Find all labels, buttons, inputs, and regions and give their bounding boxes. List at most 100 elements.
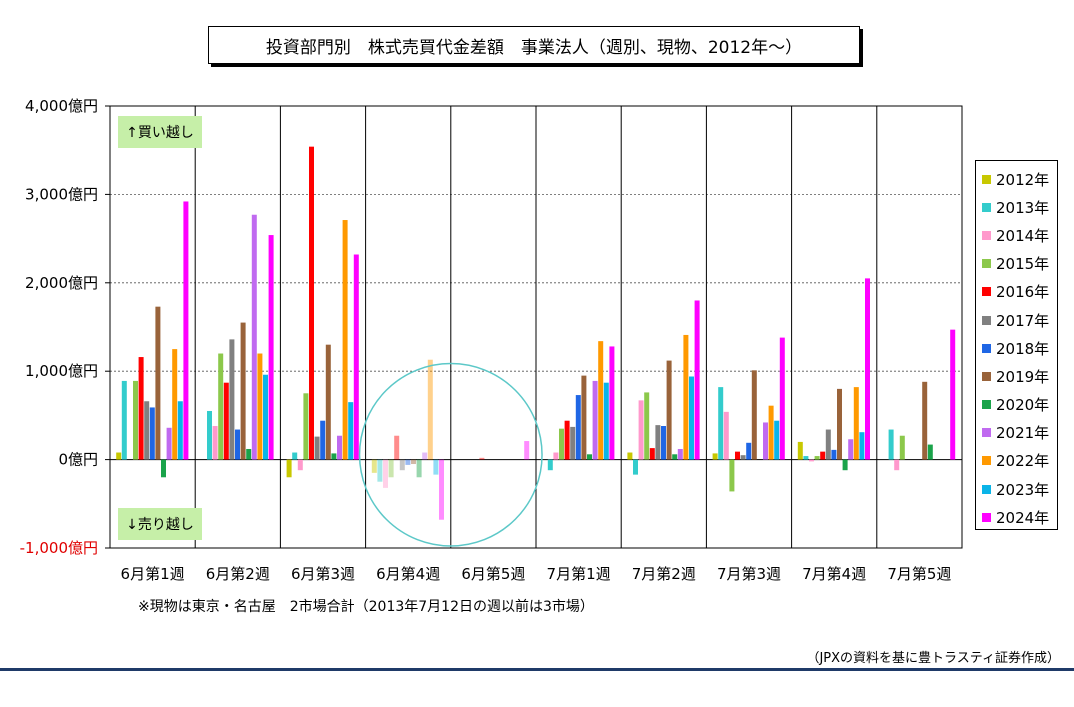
bar [768, 405, 774, 460]
bar [116, 452, 122, 460]
x-tick-label: 6月第4週 [376, 565, 440, 583]
legend-item: 2018年 [982, 334, 1057, 362]
gridlines [110, 105, 962, 548]
bar [603, 382, 609, 460]
y-tick-label: 2,000億円 [25, 274, 98, 292]
bar [842, 459, 848, 471]
legend-swatch [982, 230, 991, 240]
bar [712, 453, 718, 460]
legend-item: 2016年 [982, 278, 1057, 306]
bar [683, 334, 689, 460]
legend-item: 2021年 [982, 419, 1057, 447]
buy-annotation: ↑買い越し [118, 116, 202, 148]
bar [649, 448, 655, 460]
legend-swatch [982, 428, 991, 438]
bar [774, 420, 780, 460]
y-tick-label: 0億円 [58, 451, 98, 469]
legend-swatch [982, 315, 991, 325]
bar [888, 429, 894, 460]
x-tick-label: 7月第2週 [632, 565, 696, 583]
legend-swatch [982, 371, 991, 381]
bar [439, 459, 444, 520]
bar [161, 459, 166, 478]
y-tick-label: 1,000億円 [25, 362, 98, 380]
legend-swatch [982, 343, 991, 353]
bar [479, 457, 485, 460]
legend-item: 2017年 [982, 306, 1057, 334]
bar [570, 426, 576, 460]
legend-label: 2021年 [996, 424, 1050, 443]
bar [207, 410, 212, 460]
bar [149, 407, 155, 460]
bar [609, 346, 615, 460]
bar [297, 459, 303, 471]
bar [740, 455, 746, 460]
bar [320, 420, 326, 460]
legend-label: 2015年 [996, 255, 1050, 274]
bar [553, 452, 559, 460]
bar [177, 401, 183, 460]
bar [820, 451, 826, 460]
bar [183, 201, 189, 460]
sell-annotation-box [118, 508, 202, 540]
bottom-divider [0, 668, 1074, 671]
y-tick-label: -1,000億円 [20, 539, 98, 557]
x-tick-label: 6月第3週 [291, 565, 355, 583]
bar [172, 349, 178, 460]
bar [559, 428, 564, 460]
bar [809, 459, 814, 462]
buy-annotation-text: ↑買い越し [126, 125, 194, 141]
sell-annotation-text: ↓売り越し [126, 517, 194, 533]
x-tick-label: 7月第4週 [802, 565, 866, 583]
bar [342, 220, 348, 460]
y-tick-label: 4,000億円 [25, 97, 98, 115]
bar [377, 459, 383, 482]
bar [922, 381, 928, 460]
bar [411, 459, 416, 465]
legend-label: 2024年 [996, 508, 1050, 527]
bar [655, 425, 661, 460]
bar [853, 387, 859, 460]
x-tick-label: 6月第5週 [461, 565, 525, 583]
bar [592, 380, 598, 460]
bar [735, 451, 740, 460]
bar [314, 436, 320, 460]
plot-border [109, 105, 963, 549]
bar [746, 442, 752, 460]
bar [950, 329, 956, 460]
legend-label: 2017年 [996, 311, 1050, 330]
bar [718, 387, 724, 460]
legend-label: 2012年 [996, 170, 1050, 189]
legend-label: 2019年 [996, 367, 1050, 386]
bar [331, 453, 337, 460]
bar [894, 459, 900, 471]
bar [814, 456, 820, 460]
bar [779, 337, 785, 460]
bar [383, 459, 388, 488]
bar [229, 339, 235, 460]
bar [865, 278, 870, 460]
bar [268, 235, 274, 460]
sell-annotation: ↓売り越し [118, 508, 202, 540]
bar [587, 454, 592, 460]
bar [235, 429, 240, 460]
bar [797, 441, 803, 460]
bar [399, 459, 405, 471]
y-tick-label: 3,000億円 [25, 185, 98, 203]
legend-label: 2016年 [996, 283, 1050, 302]
x-tick-label: 7月第3週 [717, 565, 781, 583]
bar [633, 459, 638, 475]
bar [638, 400, 644, 460]
bar [325, 344, 331, 460]
legend: 2012年 2013年 2014年 2015年 2016年 2017年 2018年 2019年… [975, 160, 1058, 530]
bar [803, 456, 809, 460]
x-tick-label: 6月第1週 [121, 565, 185, 583]
bar [263, 374, 268, 460]
legend-item: 2022年 [982, 447, 1057, 475]
legend-item: 2015年 [982, 250, 1057, 278]
bar [422, 452, 428, 460]
legend-label: 2020年 [996, 396, 1050, 415]
bar [240, 322, 246, 460]
footnote: ※現物は東京・名古屋 2市場合計（2013年7月12日の週以前は3市場） [138, 599, 594, 615]
